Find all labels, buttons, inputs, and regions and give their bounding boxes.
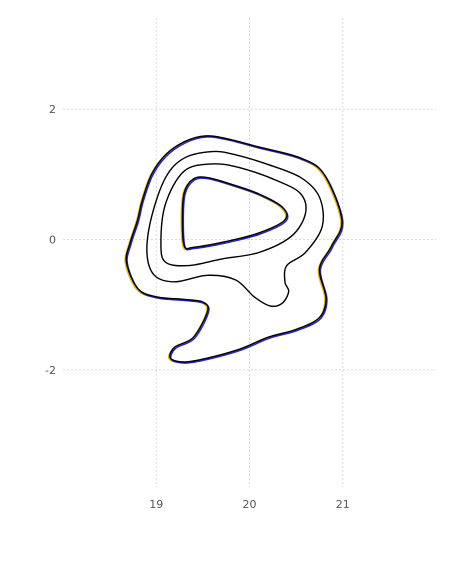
- contour-line-outer-2: [125, 135, 343, 363]
- y-tick-label: 0: [49, 233, 56, 246]
- contour-layer: [124, 135, 344, 364]
- grid-layer: [63, 18, 436, 487]
- x-tick-label: 20: [243, 498, 257, 511]
- contour-line-inner-7: [181, 176, 288, 250]
- axis-layer: 19 20 21 -2 0 2: [45, 103, 350, 511]
- x-tick-label: 19: [149, 498, 163, 511]
- contour-line-outer-0: [124, 135, 342, 364]
- y-tick-label: -2: [45, 364, 56, 377]
- y-tick-label: 2: [49, 103, 56, 116]
- contour-line-outer-1: [126, 136, 344, 364]
- x-tick-label: 21: [336, 498, 350, 511]
- contour-line-third-4: [160, 163, 307, 267]
- contour-line-inner-5: [180, 177, 287, 251]
- contour-line-second-3: [146, 150, 325, 307]
